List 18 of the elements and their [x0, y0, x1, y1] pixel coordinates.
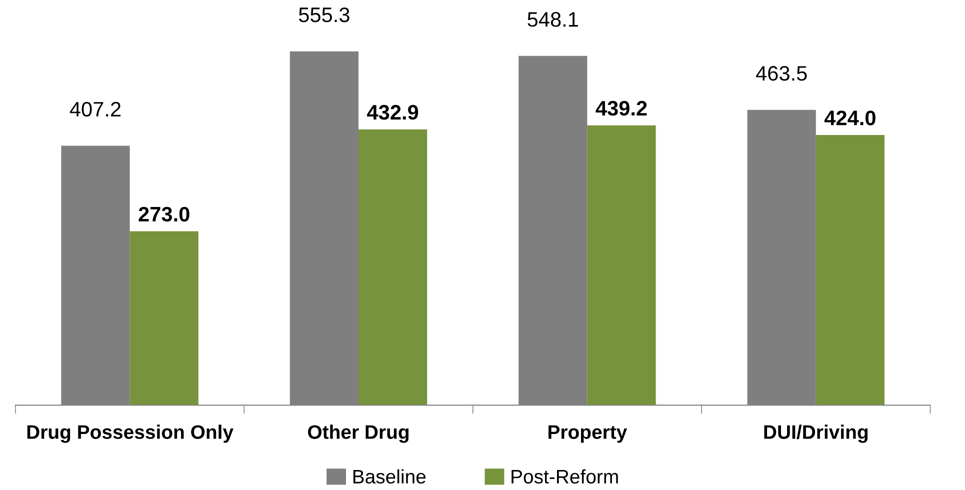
x-tick-label: Other Drug	[308, 424, 409, 443]
data-label: 439.2	[596, 100, 647, 116]
bar	[358, 129, 428, 406]
data-label: 407.2	[70, 102, 121, 117]
data-label: 548.1	[528, 12, 578, 27]
data-label: 555.3	[298, 7, 350, 22]
bar	[816, 135, 885, 406]
x-tick-label: DUI/Driving	[764, 424, 868, 443]
x-tick-label: Drug Possession Only	[27, 424, 234, 443]
legend-label: Baseline	[353, 469, 426, 484]
bar	[130, 231, 198, 406]
data-label: 432.9	[367, 104, 418, 120]
bar	[587, 125, 656, 406]
data-label: 273.0	[138, 206, 190, 222]
data-label: 424.0	[824, 110, 876, 126]
x-tick-label: Property	[548, 425, 628, 443]
data-label: 463.5	[756, 66, 807, 81]
legend-label: Post-Reform	[512, 469, 618, 484]
